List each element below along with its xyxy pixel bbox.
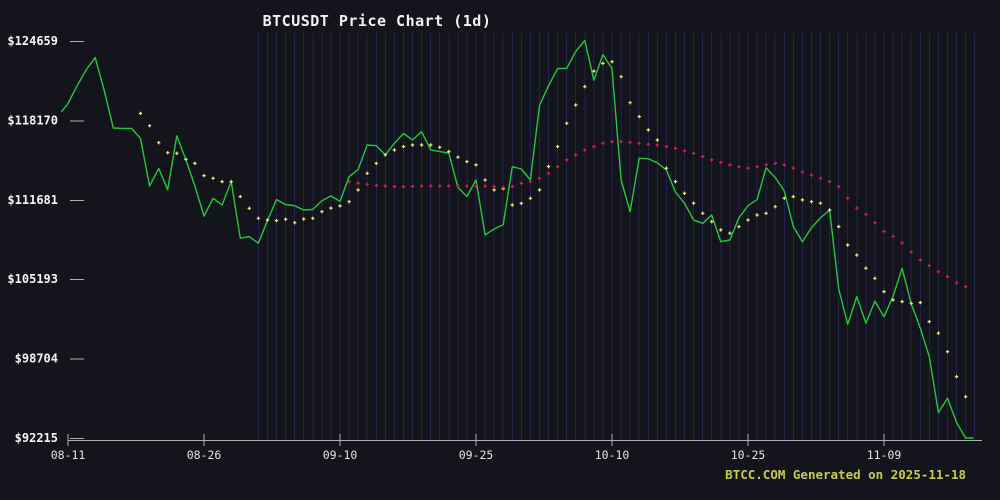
ma-fast-marker-path bbox=[138, 60, 968, 399]
x-tick-label: 09-25 bbox=[459, 448, 494, 462]
x-tick-label: 11-09 bbox=[867, 448, 902, 462]
y-tick-label: $105193 bbox=[7, 272, 58, 286]
x-tick-label: 08-26 bbox=[187, 448, 222, 462]
day-gridlines bbox=[257, 33, 976, 440]
x-tick-label: 10-25 bbox=[731, 448, 766, 462]
y-tick-label: $92215 bbox=[15, 431, 58, 445]
x-tick-label: 08-11 bbox=[51, 448, 86, 462]
x-tick-label: 10-10 bbox=[595, 448, 630, 462]
y-tick-label: $111681 bbox=[7, 193, 58, 207]
ma-slow-marker-path bbox=[347, 140, 968, 289]
price-line bbox=[61, 39, 974, 439]
y-tick-label: $118170 bbox=[7, 113, 58, 127]
y-axis: $124659 $118170 $111681 $105193 $98704 $92215 bbox=[7, 34, 84, 445]
y-tick-label: $98704 bbox=[15, 352, 58, 366]
ma-fast-markers bbox=[138, 60, 968, 399]
x-tick-label: 09-10 bbox=[323, 448, 358, 462]
chart-title: BTCUSDT Price Chart (1d) bbox=[262, 12, 492, 30]
ma-slow-markers bbox=[347, 140, 968, 289]
x-axis: 08-11 08-26 09-10 09-25 10-10 10-25 11-09 bbox=[51, 434, 982, 462]
y-tick-label: $124659 bbox=[7, 34, 58, 48]
watermark-text: BTCC.COM Generated on 2025-11-18 bbox=[725, 467, 966, 482]
